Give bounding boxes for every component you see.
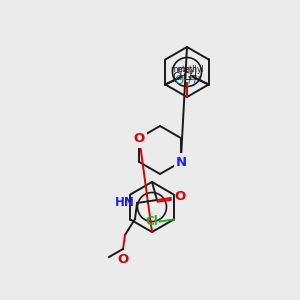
Text: methyl: methyl [170, 65, 197, 74]
Text: O: O [175, 74, 184, 86]
Text: CH₃: CH₃ [182, 71, 202, 82]
Text: O: O [117, 253, 129, 266]
Text: H: H [188, 74, 197, 86]
Text: O: O [174, 190, 185, 203]
Text: O: O [134, 133, 145, 146]
Text: HN: HN [115, 196, 135, 209]
Text: methyl: methyl [177, 65, 204, 74]
Text: N: N [176, 155, 187, 169]
Text: CH₃: CH₃ [172, 71, 192, 82]
Text: Cl: Cl [145, 215, 158, 228]
